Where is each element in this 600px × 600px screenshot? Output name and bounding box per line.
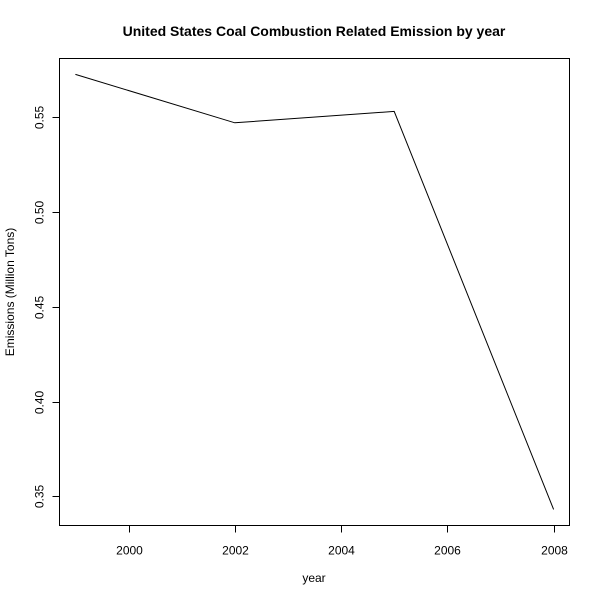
x-axis-label: year xyxy=(302,571,325,585)
series-line-1 xyxy=(75,73,555,510)
y-tick-label: 0.45 xyxy=(33,295,47,319)
x-tick-label: 2008 xyxy=(541,544,568,558)
y-tick-label: 0.35 xyxy=(33,484,47,508)
y-tick-label: 0.40 xyxy=(33,390,47,414)
x-tick-label: 2000 xyxy=(116,544,143,558)
y-axis-label: Emissions (Million Tons) xyxy=(3,228,17,356)
y-axis: 0.35 0.40 0.45 0.50 0.55 xyxy=(33,105,60,508)
x-tick-label: 2006 xyxy=(434,544,461,558)
plot-frame xyxy=(59,58,570,526)
y-tick-label: 0.50 xyxy=(33,200,47,224)
x-tick-label: 2002 xyxy=(222,544,249,558)
series-layer xyxy=(75,73,555,510)
y-tick-label: 0.55 xyxy=(33,105,47,129)
x-tick-label: 2004 xyxy=(328,544,355,558)
x-axis: 2000 2002 2004 2006 2008 xyxy=(116,525,568,558)
chart-title: United States Coal Combustion Related Em… xyxy=(123,23,506,39)
